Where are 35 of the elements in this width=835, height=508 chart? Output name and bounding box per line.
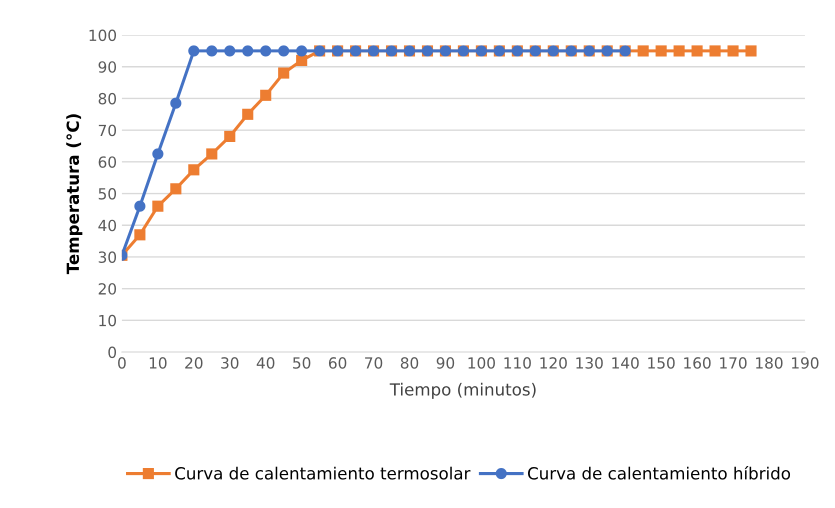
x-tick-label: 130 bbox=[576, 357, 603, 369]
y-tick-label: 30 bbox=[98, 251, 116, 263]
y-tick-label: 90 bbox=[98, 61, 116, 73]
x-tick-label: 0 bbox=[118, 357, 126, 369]
x-tick-label: 120 bbox=[540, 357, 567, 369]
y-tick-label: 80 bbox=[98, 92, 116, 104]
x-tick-label: 100 bbox=[468, 357, 495, 369]
x-tick-label: 70 bbox=[365, 357, 382, 369]
x-tick-label: 40 bbox=[256, 357, 274, 369]
x-tick-label: 30 bbox=[221, 357, 238, 369]
legend-label: Curva de calentamiento termosolar bbox=[175, 466, 470, 480]
y-tick-label: 50 bbox=[98, 188, 116, 200]
y-axis-title: Temperatura (°C) bbox=[66, 114, 82, 274]
x-tick-label: 10 bbox=[150, 357, 167, 369]
x-tick-label: 150 bbox=[648, 357, 675, 369]
y-tick-label: 70 bbox=[98, 124, 116, 136]
y-tick-label: 60 bbox=[98, 156, 116, 168]
y-tick-label: 10 bbox=[99, 314, 116, 326]
y-tick-label: 0 bbox=[108, 346, 116, 358]
x-tick-label: 140 bbox=[612, 357, 639, 369]
y-tick-label: 100 bbox=[90, 30, 116, 42]
x-axis-title: Tiempo (minutos) bbox=[390, 382, 536, 399]
x-tick-label: 190 bbox=[792, 357, 819, 369]
y-tick-label: 40 bbox=[98, 220, 116, 232]
x-tick-label: 160 bbox=[684, 357, 711, 369]
x-tick-label: 80 bbox=[400, 357, 418, 369]
x-tick-label: 50 bbox=[293, 357, 310, 369]
x-tick-label: 20 bbox=[185, 357, 203, 369]
legend-label: Curva de calentamiento híbrido bbox=[528, 466, 790, 480]
x-tick-label: 180 bbox=[756, 357, 783, 369]
x-tick-label: 90 bbox=[436, 357, 454, 369]
x-tick-label: 110 bbox=[504, 357, 531, 369]
x-tick-label: 170 bbox=[720, 357, 747, 369]
y-tick-label: 20 bbox=[98, 283, 116, 295]
x-tick-label: 60 bbox=[328, 357, 346, 369]
